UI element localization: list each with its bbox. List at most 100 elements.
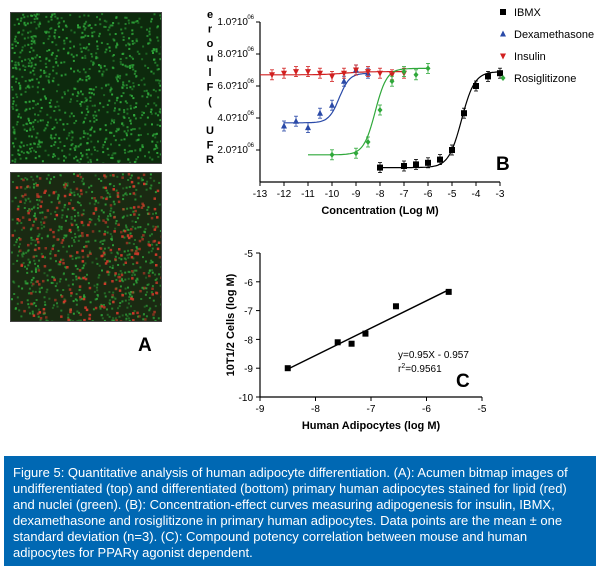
nucleus-dot — [69, 148, 72, 151]
undifferentiated-image-canvas — [11, 13, 161, 163]
nucleus-dot — [87, 161, 90, 163]
nucleus-dot — [41, 211, 44, 214]
nucleus-dot — [64, 24, 67, 27]
nucleus-dot — [160, 303, 161, 306]
nucleus-dot — [28, 186, 31, 189]
lipid-dot — [84, 277, 88, 281]
nucleus-dot — [149, 173, 152, 176]
nucleus-dot — [67, 52, 70, 55]
nucleus-dot — [33, 13, 36, 16]
nucleus-dot — [133, 161, 136, 163]
nucleus-dot — [151, 269, 154, 272]
nucleus-dot — [104, 124, 107, 127]
nucleus-dot — [137, 226, 140, 229]
nucleus-dot — [142, 178, 144, 181]
nucleus-dot — [149, 262, 152, 265]
nucleus-dot — [91, 31, 94, 34]
nucleus-dot — [110, 251, 113, 254]
nucleus-dot — [44, 62, 47, 65]
nucleus-dot — [116, 74, 119, 77]
nucleus-dot — [132, 64, 135, 67]
nucleus-dot — [119, 63, 122, 66]
nucleus-dot — [64, 187, 67, 190]
nucleus-dot — [98, 264, 101, 267]
nucleus-dot — [125, 73, 128, 76]
nucleus-dot — [159, 58, 161, 61]
lipid-dot — [132, 185, 135, 188]
data-point-ibmx — [377, 164, 383, 171]
nucleus-dot — [57, 25, 60, 28]
nucleus-dot — [54, 141, 57, 144]
nucleus-dot — [39, 75, 42, 78]
nucleus-dot — [81, 93, 84, 96]
nucleus-dot — [36, 102, 39, 105]
nucleus-dot — [130, 291, 133, 293]
y-tick-label: -8 — [244, 335, 253, 346]
regression-r-squared: r2=0.9561 — [398, 363, 442, 375]
lipid-dot — [155, 264, 158, 267]
nucleus-dot — [15, 64, 18, 67]
nucleus-dot — [96, 40, 98, 43]
nucleus-dot — [134, 160, 137, 163]
nucleus-dot — [104, 141, 106, 144]
nucleus-dot — [119, 302, 122, 304]
nucleus-dot — [32, 303, 35, 306]
nucleus-dot — [38, 287, 41, 290]
nucleus-dot — [53, 31, 56, 34]
lipid-dot — [75, 187, 79, 191]
x-tick-label: -5 — [478, 404, 487, 415]
y-axis-title-glyph: r — [208, 24, 213, 36]
nucleus-dot — [153, 13, 156, 16]
lipid-dot — [16, 207, 20, 211]
nucleus-dot — [101, 13, 104, 16]
lipid-dot — [60, 315, 63, 318]
lipid-dot — [53, 278, 56, 282]
lipid-dot — [103, 174, 106, 177]
nucleus-dot — [141, 144, 144, 147]
nucleus-dot — [26, 267, 28, 270]
nucleus-dot — [107, 83, 110, 86]
nucleus-dot — [112, 22, 115, 24]
nucleus-dot — [13, 23, 16, 26]
nucleus-dot — [144, 123, 147, 126]
nucleus-dot — [69, 191, 72, 193]
nucleus-dot — [35, 136, 38, 139]
nucleus-dot — [90, 184, 93, 187]
nucleus-dot — [11, 105, 14, 108]
nucleus-dot — [17, 61, 20, 64]
lipid-dot — [121, 294, 124, 297]
nucleus-dot — [24, 65, 27, 68]
nucleus-dot — [150, 108, 153, 111]
nucleus-dot — [147, 206, 150, 209]
nucleus-dot — [85, 113, 88, 116]
y-axis-title-glyph: e — [207, 9, 213, 21]
lipid-dot — [156, 216, 159, 219]
nucleus-dot — [34, 267, 37, 270]
nucleus-dot — [26, 271, 29, 274]
nucleus-dot — [25, 157, 28, 160]
nucleus-dot — [147, 67, 150, 69]
nucleus-dot — [128, 296, 131, 298]
nucleus-dot — [40, 237, 43, 240]
nucleus-dot — [77, 214, 80, 217]
nucleus-dot — [40, 221, 42, 224]
nucleus-dot — [93, 117, 96, 119]
lipid-dot — [19, 200, 22, 203]
nucleus-dot — [39, 119, 42, 122]
nucleus-dot — [54, 118, 57, 121]
lipid-dot — [27, 243, 30, 247]
nucleus-dot — [62, 183, 65, 186]
nucleus-dot — [15, 44, 17, 47]
nucleus-dot — [33, 220, 36, 223]
nucleus-dot — [52, 153, 55, 156]
nucleus-dot — [151, 261, 154, 264]
nucleus-dot — [144, 293, 147, 296]
nucleus-dot — [125, 193, 128, 196]
nucleus-dot — [108, 260, 111, 263]
nucleus-dot — [54, 57, 57, 60]
lipid-dot — [58, 201, 61, 205]
lipid-dot — [82, 297, 86, 301]
nucleus-dot — [109, 131, 111, 134]
lipid-dot — [143, 182, 146, 186]
nucleus-dot — [147, 240, 150, 243]
